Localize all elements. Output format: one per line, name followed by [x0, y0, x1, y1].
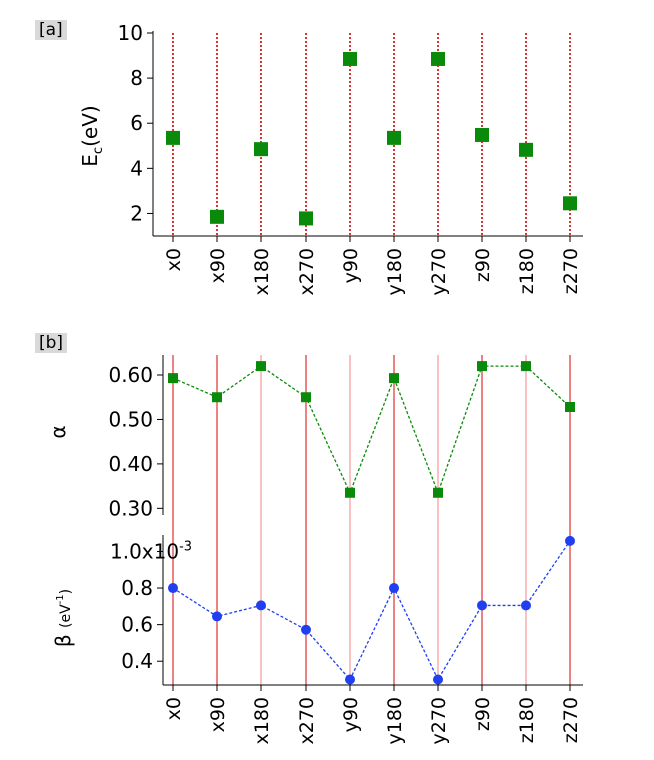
panel-a-chart: 2 4 6 8 10 x0 x90 x180 x270 y90 y180 y270 z90 z180 z27…: [78, 21, 583, 296]
y-tick-label: 10: [118, 21, 143, 45]
beta-data-point: [345, 674, 355, 685]
alpha-data-point: [168, 373, 178, 384]
x-tick-label: x0: [163, 697, 185, 720]
data-point-marker: [166, 130, 180, 145]
x-tick-label: x90: [207, 248, 229, 283]
y-axis-label: Ec(eV): [78, 105, 106, 166]
x-tick-label: x0: [163, 248, 185, 271]
y-axis-label-main: E: [78, 154, 102, 167]
y-tick-label: 8: [130, 66, 143, 90]
alpha-axis-label: α: [46, 425, 70, 438]
y-axis-label-sub: c: [91, 147, 106, 154]
beta-axis-label-main: β: [51, 628, 75, 647]
panel-b-tag: [b]: [35, 333, 68, 353]
y-tick-label-top: 1.0x10-3: [110, 539, 192, 563]
x-tick-label: x180: [251, 248, 273, 296]
beta-data-point: [301, 624, 311, 635]
x-tick-label: x90: [207, 697, 229, 732]
panel-a-tag: [a]: [35, 20, 67, 40]
x-tick-label: z270: [560, 697, 582, 743]
data-point-marker: [431, 51, 445, 66]
alpha-data-point: [433, 487, 443, 498]
data-point-marker: [475, 127, 489, 142]
beta-axis-label-close: ): [58, 589, 74, 594]
y-tick-label: 6: [130, 111, 143, 135]
beta-data-point: [212, 611, 222, 622]
x-tick-label: z270: [560, 248, 582, 294]
alpha-data-point: [212, 392, 222, 403]
y-tick-label-top-exp: -3: [179, 539, 192, 554]
alpha-data-point: [345, 487, 355, 498]
beta-data-point: [477, 600, 487, 611]
y-axis-label-unit: (eV): [78, 105, 102, 147]
panel-b-beta-chart: 0.4 0.6 0.8 1.0x10-3 β (eV-1) x0 x90 x180 x270 y9…: [51, 532, 583, 745]
x-tick-label: z180: [516, 248, 538, 294]
data-point-marker: [299, 211, 313, 226]
x-tick-label: x270: [296, 697, 318, 745]
y-tick-label-top-base: 1.0x10: [110, 539, 179, 563]
beta-axis-label-exp: -1: [55, 594, 66, 604]
data-point-marker: [387, 130, 401, 145]
x-tick-label: x180: [251, 697, 273, 745]
x-tick-label: z90: [472, 248, 494, 282]
y-tick-label: 4: [130, 156, 143, 180]
y-tick-label: 0.4: [121, 649, 153, 673]
x-tick-label: y180: [384, 697, 406, 745]
beta-data-point: [565, 535, 575, 546]
beta-series-line: [172, 540, 571, 681]
x-tick-label: z180: [516, 697, 538, 743]
y-tick-label: 0.40: [108, 452, 153, 476]
x-tick-label: y270: [428, 697, 450, 745]
alpha-data-point: [389, 373, 399, 384]
y-tick-label: 0.6: [121, 613, 153, 637]
x-tick-label: y90: [340, 248, 362, 283]
x-tick-label: y270: [428, 248, 450, 296]
x-tick-label: y180: [384, 248, 406, 296]
y-tick-label: 0.50: [108, 407, 153, 431]
beta-axis-label: β (eV-1): [51, 589, 75, 647]
panel-b-alpha-chart: 0.30 0.40 0.50 0.60 α: [46, 355, 575, 532]
data-point-marker: [343, 51, 357, 66]
data-point-marker: [254, 142, 268, 157]
alpha-data-point: [521, 361, 531, 372]
x-tick-label: y90: [340, 697, 362, 732]
alpha-data-point: [477, 361, 487, 372]
beta-data-point: [521, 600, 531, 611]
beta-data-point: [433, 674, 443, 685]
data-point-marker: [210, 209, 224, 224]
y-tick-label: 0.30: [108, 496, 153, 520]
beta-data-point: [389, 583, 399, 594]
data-point-marker: [563, 196, 577, 211]
y-tick-label: 2: [130, 201, 143, 225]
x-tick-label: x270: [296, 248, 318, 296]
alpha-data-point: [256, 361, 266, 372]
data-point-marker: [519, 142, 533, 157]
beta-axis-label-unit: (eV: [58, 604, 74, 628]
alpha-series-line: [172, 365, 571, 495]
alpha-data-point: [301, 392, 311, 403]
alpha-data-point: [565, 402, 575, 412]
beta-data-point: [256, 600, 266, 611]
y-tick-label: 0.8: [121, 576, 153, 600]
y-tick-label: 0.60: [108, 363, 153, 387]
x-tick-label: z90: [472, 697, 494, 731]
beta-data-point: [168, 583, 178, 594]
